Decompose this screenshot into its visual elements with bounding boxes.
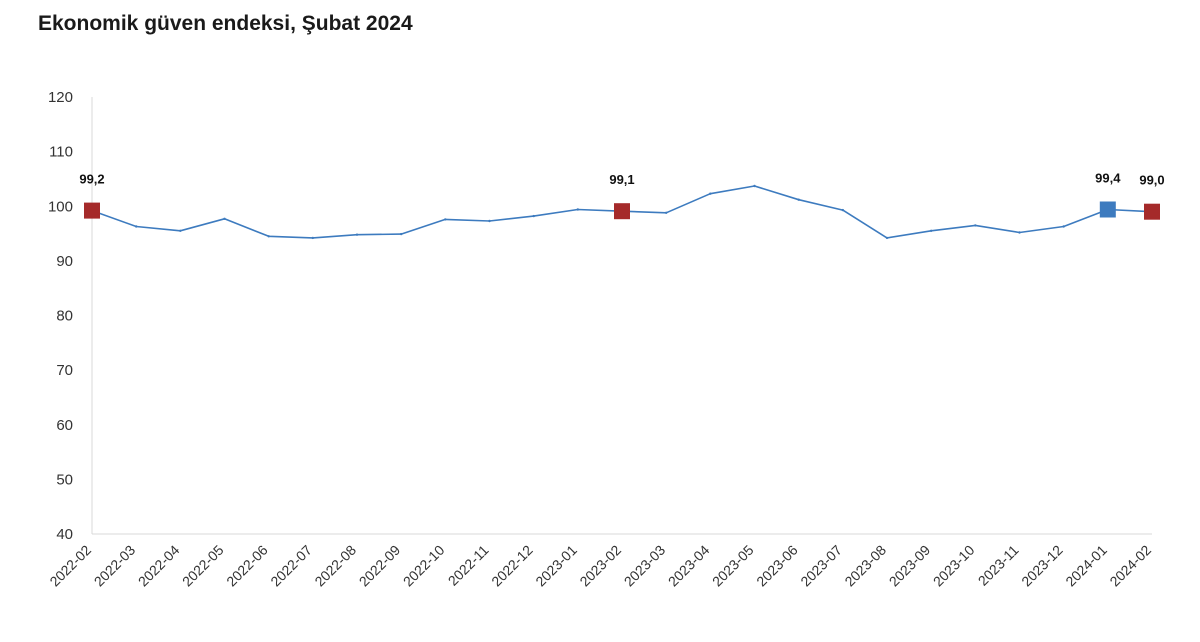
- x-tick-label: 2023-06: [753, 542, 801, 590]
- data-point: [797, 198, 800, 201]
- highlight-marker: [614, 203, 630, 220]
- x-tick-label: 2022-11: [445, 542, 492, 589]
- y-axis-ticks: 40 50 60 70 80 90 100 110 120: [48, 89, 73, 543]
- highlight-marker: [84, 202, 100, 219]
- x-tick-label: 2023-01: [532, 542, 580, 590]
- highlight-marker: [1099, 201, 1116, 218]
- x-tick-label: 2023-12: [1018, 542, 1066, 590]
- y-tick-label: 40: [56, 526, 73, 543]
- data-point: [311, 236, 314, 240]
- x-tick-label: 2022-04: [135, 542, 183, 590]
- x-tick-label: 2022-08: [311, 542, 359, 590]
- data-point: [930, 229, 933, 232]
- chart-axes: [91, 97, 1152, 535]
- x-tick-label: 2023-11: [975, 542, 1022, 589]
- x-tick-label: 2023-02: [576, 542, 624, 590]
- data-point: [1062, 225, 1065, 228]
- x-tick-label: 2024-01: [1062, 542, 1110, 590]
- data-point: [223, 217, 226, 220]
- y-tick-label: 60: [56, 417, 73, 434]
- y-tick-label: 110: [49, 144, 73, 161]
- highlight-markers: [84, 201, 1160, 220]
- data-point: [444, 218, 447, 221]
- y-tick-label: 50: [56, 471, 73, 488]
- data-label: 99,4: [1095, 171, 1121, 186]
- data-point: [532, 214, 535, 218]
- x-tick-label: 2023-09: [886, 542, 934, 590]
- data-point: [841, 208, 844, 212]
- data-point: [1018, 231, 1021, 234]
- data-label: 99,2: [79, 172, 104, 187]
- data-labels: 99,2 99,1 99,4 99,0: [79, 171, 1164, 188]
- highlight-marker: [1144, 203, 1160, 220]
- x-tick-label: 2023-08: [841, 542, 889, 590]
- x-tick-label: 2022-06: [223, 542, 271, 590]
- data-point: [576, 208, 579, 211]
- data-point: [400, 232, 403, 236]
- data-point: [709, 192, 712, 195]
- x-tick-label: 2022-12: [488, 542, 536, 590]
- y-tick-label: 80: [56, 308, 73, 325]
- data-point: [974, 224, 977, 227]
- y-tick-label: 100: [48, 198, 73, 215]
- x-tick-label: 2022-05: [179, 542, 227, 590]
- x-tick-label: 2024-02: [1106, 542, 1154, 590]
- x-tick-label: 2022-10: [400, 542, 448, 590]
- x-tick-label: 2023-10: [930, 542, 978, 590]
- data-point: [885, 236, 889, 240]
- data-point: [355, 233, 359, 236]
- x-tick-label: 2023-07: [797, 542, 845, 590]
- data-point: [135, 225, 138, 228]
- x-tick-label: 2022-02: [46, 542, 94, 590]
- x-tick-label: 2022-03: [91, 542, 139, 590]
- x-axis-ticks: 2022-022022-032022-042022-052022-062022-…: [46, 542, 1154, 590]
- x-tick-label: 2023-03: [621, 542, 669, 590]
- x-tick-label: 2022-09: [356, 542, 404, 590]
- data-point: [753, 184, 756, 188]
- y-tick-label: 70: [56, 362, 73, 379]
- x-tick-label: 2023-05: [709, 542, 757, 590]
- data-label: 99,0: [1139, 173, 1164, 188]
- data-point: [179, 229, 182, 232]
- data-point: [488, 219, 491, 223]
- data-label: 99,1: [609, 172, 634, 187]
- chart-title: Ekonomik güven endeksi, Şubat 2024: [38, 12, 413, 35]
- data-point: [665, 211, 668, 214]
- data-point: [267, 235, 270, 238]
- x-tick-label: 2023-04: [665, 542, 713, 590]
- y-tick-label: 90: [56, 253, 73, 270]
- y-tick-label: 120: [48, 89, 73, 106]
- x-tick-label: 2022-07: [267, 542, 315, 590]
